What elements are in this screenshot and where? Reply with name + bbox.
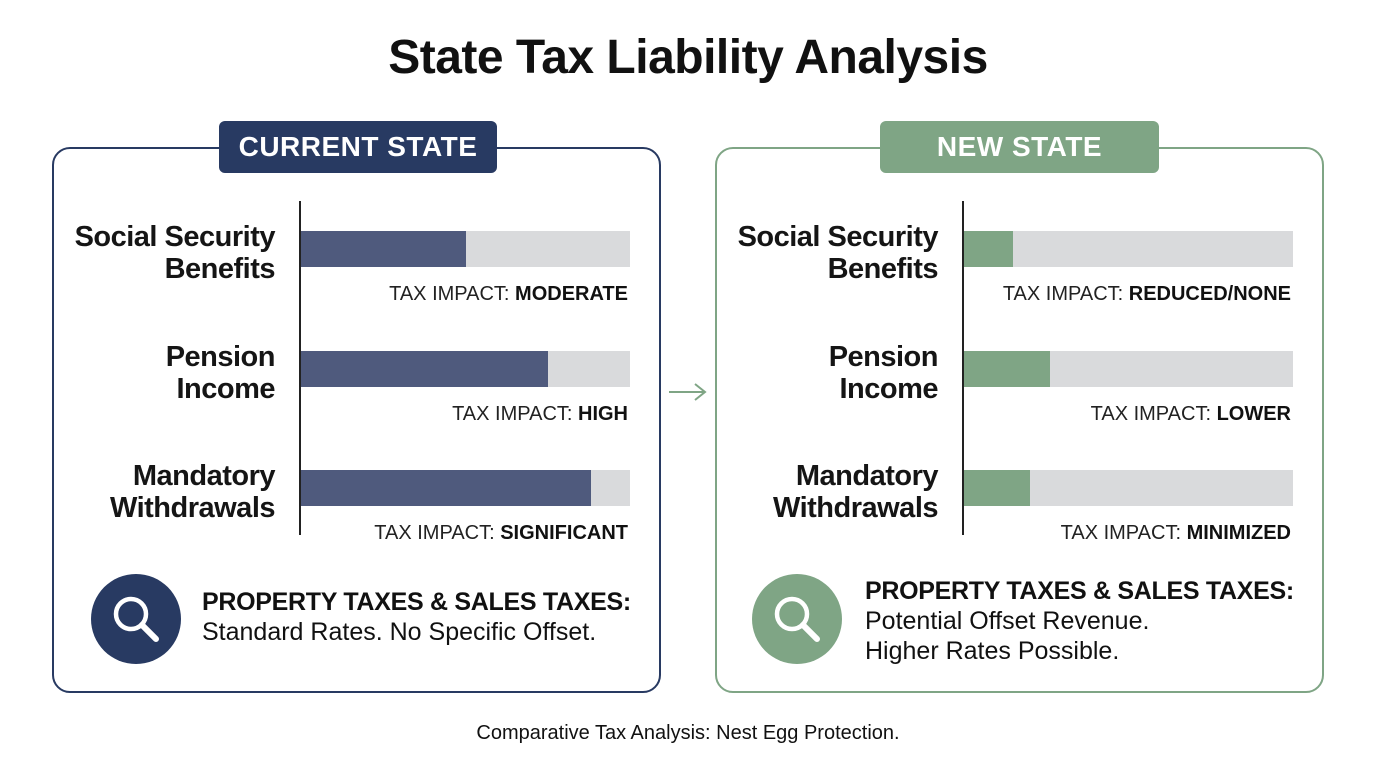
tax-impact-level: REDUCED/NONE xyxy=(1128,283,1291,305)
current-state-panel: CURRENT STATE Social Security Benefits T… xyxy=(52,121,661,693)
bar-track xyxy=(301,470,630,506)
row-label: Mandatory Withdrawals xyxy=(772,460,939,524)
new-row-pension: Pension Income TAX IMPACT: LOWER xyxy=(717,335,1322,445)
tax-impact-level: LOWER xyxy=(1216,403,1291,425)
row-label: Pension Income xyxy=(165,341,276,405)
bar-fill xyxy=(301,351,548,387)
tax-impact-level: SIGNIFICANT xyxy=(500,522,628,544)
current-row-social-security: Social Security Benefits TAX IMPACT: MOD… xyxy=(54,215,659,325)
tax-impact-text: TAX IMPACT: REDUCED/NONE xyxy=(1003,283,1291,306)
bar-track xyxy=(964,231,1293,267)
tax-impact-prefix: TAX IMPACT: xyxy=(374,522,501,544)
new-state-panel: NEW STATE Social Security Benefits TAX I… xyxy=(715,121,1324,693)
tax-impact-prefix: TAX IMPACT: xyxy=(389,283,516,305)
tax-impact-text: TAX IMPACT: LOWER xyxy=(1091,403,1291,426)
bar-track xyxy=(964,470,1293,506)
tax-impact-text: TAX IMPACT: SIGNIFICANT xyxy=(374,522,628,545)
new-row-social-security: Social Security Benefits TAX IMPACT: RED… xyxy=(717,215,1322,325)
note-line: Standard Rates. No Specific Offset. xyxy=(202,618,597,646)
tax-impact-text: TAX IMPACT: MINIMIZED xyxy=(1061,522,1291,545)
bar-fill xyxy=(301,470,591,506)
current-row-withdrawals: Mandatory Withdrawals TAX IMPACT: SIGNIF… xyxy=(54,454,659,564)
note-heading: PROPERTY TAXES & SALES TAXES: xyxy=(202,588,631,616)
row-label: Mandatory Withdrawals xyxy=(109,460,276,524)
row-label: Social Security Benefits xyxy=(737,221,939,285)
caption: Comparative Tax Analysis: Nest Egg Prote… xyxy=(476,722,900,744)
new-row-withdrawals: Mandatory Withdrawals TAX IMPACT: MINIMI… xyxy=(717,454,1322,564)
tax-impact-level: MINIMIZED xyxy=(1186,522,1291,544)
current-note: PROPERTY TAXES & SALES TAXES: Standard R… xyxy=(202,587,631,647)
magnifier-icon xyxy=(91,574,181,664)
new-state-badge: NEW STATE xyxy=(880,121,1159,173)
tax-impact-text: TAX IMPACT: HIGH xyxy=(452,403,628,426)
page-title: State Tax Liability Analysis xyxy=(388,31,988,84)
note-line: Potential Offset Revenue. xyxy=(865,607,1150,635)
tax-impact-prefix: TAX IMPACT: xyxy=(1002,283,1129,305)
bar-fill xyxy=(964,231,1014,267)
magnifier-icon xyxy=(752,574,842,664)
new-axis-line xyxy=(962,201,964,535)
bar-fill xyxy=(964,470,1030,506)
new-note: PROPERTY TAXES & SALES TAXES: Potential … xyxy=(865,576,1294,666)
current-row-pension: Pension Income TAX IMPACT: HIGH xyxy=(54,335,659,445)
tax-impact-text: TAX IMPACT: MODERATE xyxy=(389,283,628,306)
bar-track xyxy=(301,351,630,387)
tax-impact-level: HIGH xyxy=(578,403,628,425)
bar-track xyxy=(964,351,1293,387)
tax-impact-prefix: TAX IMPACT: xyxy=(452,403,578,425)
bar-fill xyxy=(964,351,1050,387)
row-label: Pension Income xyxy=(828,341,939,405)
row-label: Social Security Benefits xyxy=(74,221,276,285)
current-state-badge: CURRENT STATE xyxy=(219,121,497,173)
tax-impact-prefix: TAX IMPACT: xyxy=(1060,522,1187,544)
note-line: Higher Rates Possible. xyxy=(865,637,1120,665)
current-axis-line xyxy=(299,201,301,535)
tax-impact-prefix: TAX IMPACT: xyxy=(1090,403,1217,425)
bar-track xyxy=(301,231,630,267)
arrow-right-icon xyxy=(669,383,707,401)
note-heading: PROPERTY TAXES & SALES TAXES: xyxy=(865,577,1294,605)
tax-impact-level: MODERATE xyxy=(515,283,628,305)
bar-fill xyxy=(301,231,466,267)
